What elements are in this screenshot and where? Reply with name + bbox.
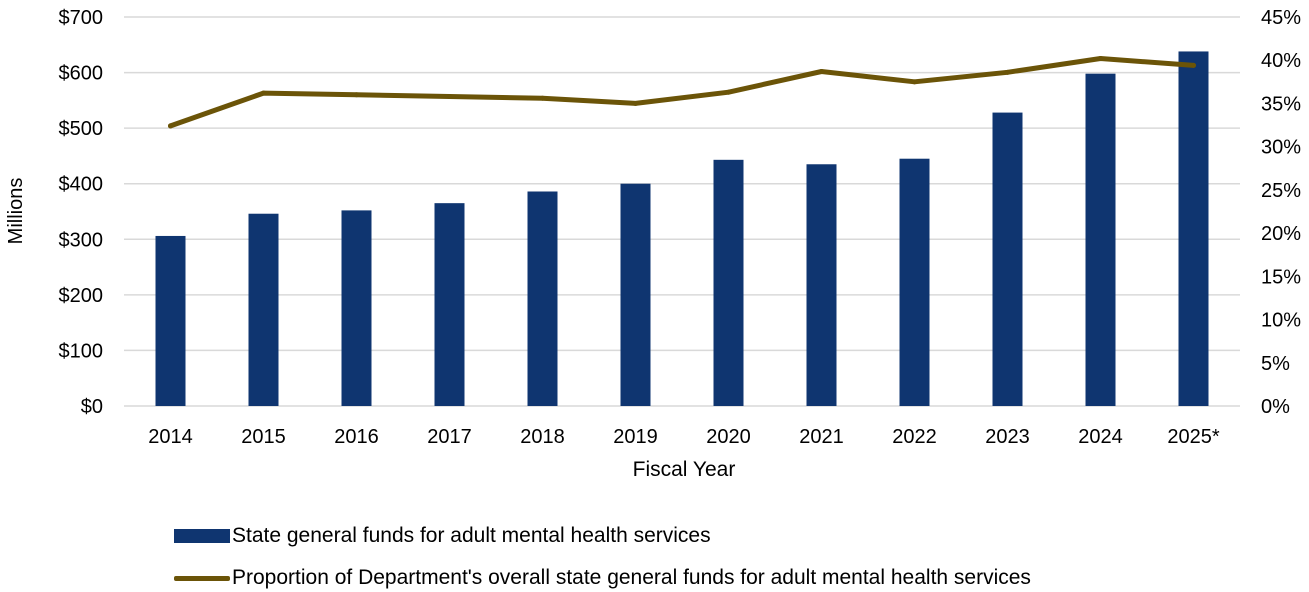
y2-tick-label: 35% xyxy=(1261,93,1301,115)
legend-item-bar: State general funds for adult mental hea… xyxy=(174,524,711,548)
line-point xyxy=(1005,69,1010,75)
x-tick-label: 2022 xyxy=(892,426,937,448)
bar xyxy=(992,112,1023,406)
bar xyxy=(899,158,930,406)
legend-item-line: Proportion of Department's overall state… xyxy=(174,566,1031,590)
legend-line-label: Proportion of Department's overall state… xyxy=(232,566,1031,589)
y-tick-label: $400 xyxy=(59,174,104,196)
x-tick-label: 2017 xyxy=(427,426,472,448)
line-point xyxy=(633,100,638,106)
bar xyxy=(713,159,744,406)
line-point xyxy=(261,90,266,96)
bar xyxy=(620,183,651,406)
line-point xyxy=(1191,62,1196,68)
bar xyxy=(155,235,186,406)
bar xyxy=(806,164,837,406)
line-point xyxy=(354,92,359,98)
axes: $0 $100 $200 $300 $400 $500 $600 $700 0% 5% 10% 15%… xyxy=(59,7,1302,448)
bar xyxy=(527,191,558,406)
chart-svg: $0 $100 $200 $300 $400 $500 $600 $700 0% 5% 10% 15%… xyxy=(5,7,1302,481)
y-axis-label: Millions xyxy=(5,178,27,245)
x-tick-label: 2019 xyxy=(613,426,658,448)
bar xyxy=(248,213,279,406)
x-tick-label: 2021 xyxy=(799,426,844,448)
bar xyxy=(341,210,372,406)
y2-tick-label: 20% xyxy=(1261,223,1301,245)
gridlines xyxy=(124,16,1240,407)
x-tick-label: 2018 xyxy=(520,426,565,448)
x-tick-label: 2016 xyxy=(334,426,379,448)
x-tick-label: 2025* xyxy=(1167,426,1219,448)
y-tick-label: $0 xyxy=(81,396,103,418)
series-line xyxy=(168,56,1196,129)
line-point xyxy=(447,94,452,100)
y2-tick-label: 45% xyxy=(1261,7,1301,29)
y2-tick-label: 40% xyxy=(1261,50,1301,72)
line-point xyxy=(540,95,545,101)
x-tick-label: 2024 xyxy=(1078,426,1123,448)
y-tick-label: $100 xyxy=(59,340,104,362)
legend-bar-label: State general funds for adult mental hea… xyxy=(232,524,711,547)
legend-line-swatch xyxy=(174,575,230,581)
y2-tick-label: 0% xyxy=(1261,396,1290,418)
x-tick-label: 2014 xyxy=(148,426,193,448)
y2-tick-label: 5% xyxy=(1261,353,1290,375)
line-point xyxy=(819,68,824,74)
y2-tick-label: 10% xyxy=(1261,310,1301,332)
bar-series xyxy=(155,51,1209,406)
line-point xyxy=(912,79,917,85)
y-tick-label: $700 xyxy=(59,7,104,29)
bar xyxy=(1085,73,1116,406)
x-tick-label: 2020 xyxy=(706,426,751,448)
y-tick-label: $300 xyxy=(59,229,104,251)
y-tick-label: $500 xyxy=(59,118,104,140)
x-axis-label: Fiscal Year xyxy=(633,458,736,481)
line-point xyxy=(168,123,173,129)
line-point xyxy=(726,89,731,95)
x-tick-label: 2015 xyxy=(241,426,286,448)
y2-tick-label: 30% xyxy=(1261,137,1301,159)
line-series xyxy=(168,55,1196,129)
bar xyxy=(1178,51,1209,406)
legend-bar-swatch xyxy=(174,529,230,543)
bar xyxy=(434,203,465,406)
x-tick-label: 2023 xyxy=(985,426,1030,448)
y2-tick-label: 25% xyxy=(1261,180,1301,202)
y-tick-label: $600 xyxy=(59,63,104,85)
y2-tick-label: 15% xyxy=(1261,266,1301,288)
y-tick-label: $200 xyxy=(59,285,104,307)
line-point xyxy=(1098,55,1103,61)
